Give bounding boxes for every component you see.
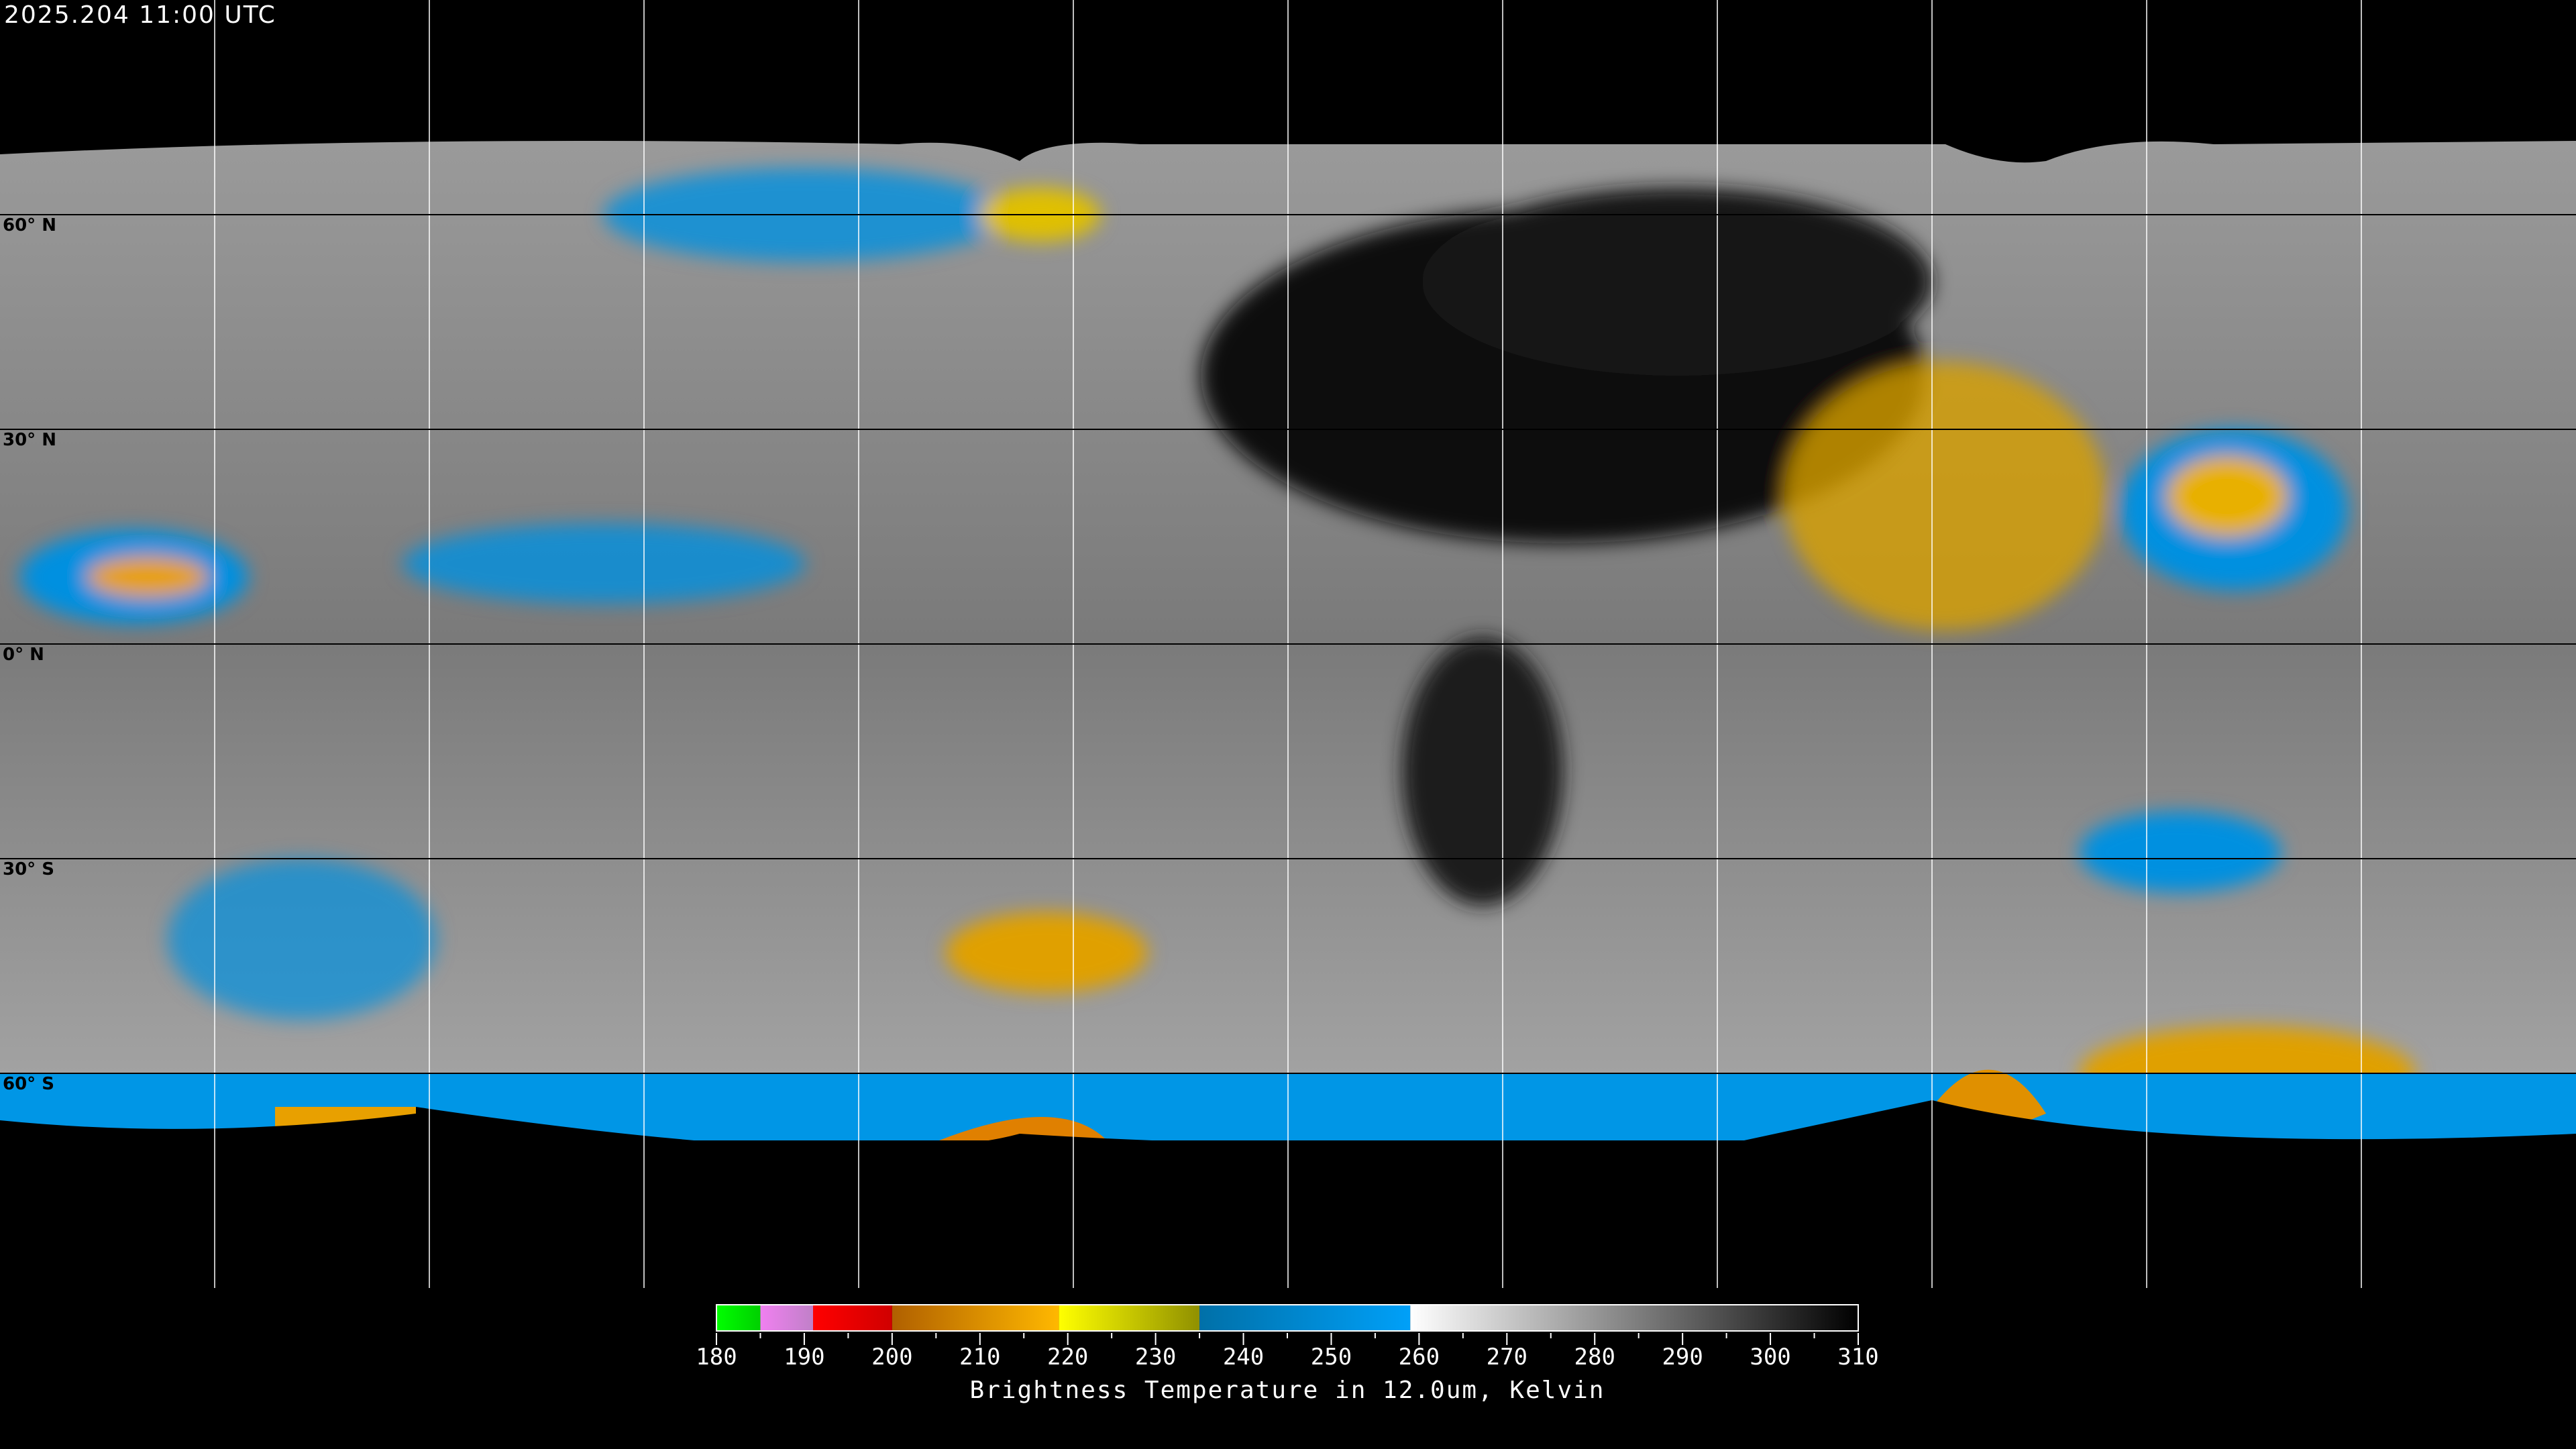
- latitude-labels: 60° N 30° N 0° N 30° S 60° S: [3, 215, 56, 1094]
- colorbar-tick-label: 210: [959, 1344, 1000, 1371]
- colorbar-tick-label: 240: [1223, 1344, 1264, 1371]
- lat-label-30n: 30° N: [3, 430, 56, 450]
- colorbar-segment: [892, 1305, 1059, 1331]
- colorbar-tick-label: 250: [1311, 1344, 1352, 1371]
- lat-label-60s: 60° S: [3, 1074, 54, 1094]
- colorbar-tick-label: 260: [1399, 1344, 1440, 1371]
- colorbar-tick-label: 270: [1487, 1344, 1527, 1371]
- colorbar-tick-labels: 180 190 200 210 220 230 240 250 260 270 280 290 300 3…: [696, 1344, 1878, 1371]
- colorbar-tick-label: 290: [1662, 1344, 1703, 1371]
- colorbar-tick-label: 190: [784, 1344, 824, 1371]
- timestamp: 2025.204 11:00 UTC: [4, 1, 276, 29]
- lat-label-0n: 0° N: [3, 645, 44, 665]
- lat-label-30s: 30° S: [3, 859, 54, 879]
- colorbar-segment: [813, 1305, 892, 1331]
- colorbar-tick-label: 200: [871, 1344, 912, 1371]
- colorbar-tick-label: 230: [1135, 1344, 1176, 1371]
- colorbar-tick-label: 220: [1047, 1344, 1088, 1371]
- colorbar-tick-label: 300: [1750, 1344, 1790, 1371]
- colorbar-segment: [1059, 1305, 1200, 1331]
- lat-label-60n: 60° N: [3, 215, 56, 235]
- colorbar-segment: [1410, 1305, 1858, 1331]
- colorbar-tick-label: 280: [1574, 1344, 1615, 1371]
- colorbar-segment: [1199, 1305, 1411, 1331]
- colorbar-title: Brightness Temperature in 12.0um, Kelvin: [970, 1377, 1605, 1404]
- lat-lon-grid: [214, 0, 2362, 1288]
- satellite-map: 60° N 30° N 0° N 30° S 60° S: [0, 0, 2576, 1288]
- colorbar-segment: [760, 1305, 814, 1331]
- colorbar-segment: [716, 1305, 761, 1331]
- colorbar-segments: [716, 1305, 1858, 1331]
- colorbar-tick-label: 180: [696, 1344, 737, 1371]
- colorbar: 180 190 200 210 220 230 240 250 260 270 280 290 300 3…: [696, 1304, 1879, 1404]
- colorbar-ticks: [716, 1333, 1859, 1345]
- colorbar-tick-label: 310: [1837, 1344, 1878, 1371]
- colorbar-frame: [716, 1304, 1859, 1332]
